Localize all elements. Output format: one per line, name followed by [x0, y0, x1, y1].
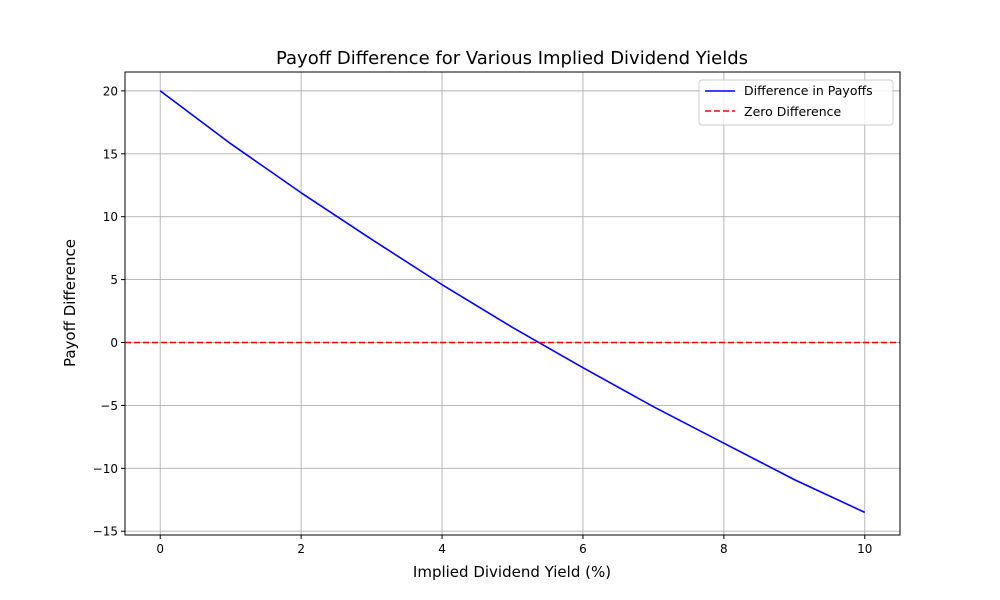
y-tick-label: −5	[100, 399, 118, 413]
x-tick-label: 2	[297, 542, 305, 556]
x-tick-label: 0	[156, 542, 164, 556]
legend: Difference in Payoffs Zero Difference	[698, 79, 894, 126]
legend-box	[698, 79, 894, 126]
legend-label-difference: Difference in Payoffs	[744, 83, 873, 98]
ticks: 0 2 4 6 8 10 20 15 10 5 0 −5 −10 −15	[93, 84, 873, 556]
x-axis-label: Implied Dividend Yield (%)	[413, 563, 611, 581]
grid	[125, 72, 900, 535]
y-axis-label: Payoff Difference	[61, 239, 79, 367]
y-tick-label: 20	[103, 84, 118, 98]
y-tick-label: 5	[110, 273, 118, 287]
x-tick-label: 10	[857, 542, 872, 556]
y-tick-label: 10	[103, 210, 118, 224]
x-tick-label: 4	[438, 542, 446, 556]
y-tick-label: 0	[110, 336, 118, 350]
series-layer	[125, 90, 900, 514]
y-tick-label: −10	[93, 462, 118, 476]
x-tick-label: 6	[579, 542, 587, 556]
legend-label-zero: Zero Difference	[744, 104, 841, 119]
y-tick-label: −15	[93, 525, 118, 539]
chart-title: Payoff Difference for Various Implied Di…	[276, 48, 748, 69]
x-tick-label: 8	[720, 542, 728, 556]
plot-frame	[124, 71, 901, 536]
difference-in-payoffs-line	[159, 90, 866, 514]
y-tick-label: 15	[103, 147, 118, 161]
